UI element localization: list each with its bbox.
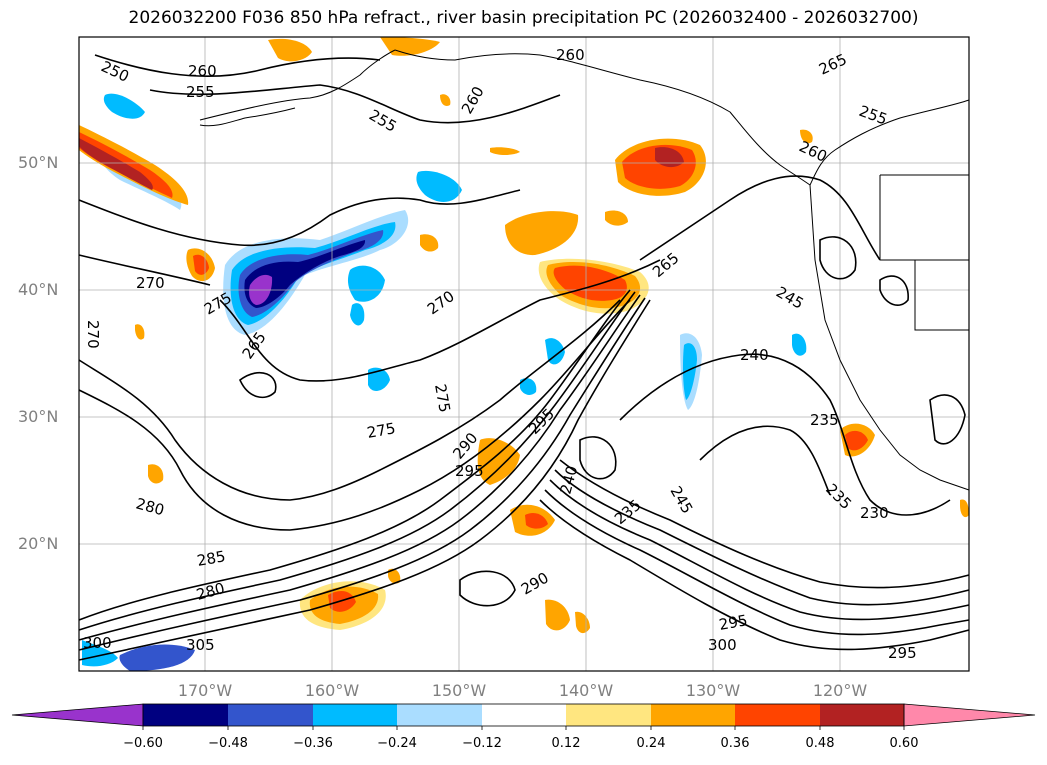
colorbar-bin [820,704,904,726]
lat-label-30: 30°N [18,407,58,426]
lon-label-160w: 160°W [305,681,360,700]
lon-label-150w: 150°W [432,681,487,700]
colorbar-bin [735,704,820,726]
colorbar-extend-left [11,703,144,727]
colorbar: −0.60 −0.48 −0.36 −0.24 −0.12 0.12 0.24 … [11,703,1036,751]
lon-label-140w: 140°W [559,681,614,700]
longitude-labels: 170°W 160°W 150°W 140°W 130°W 120°W [178,681,868,700]
contour-label: 275 [431,383,454,414]
lon-label-130w: 130°W [686,681,741,700]
colorbar-tick: 0.48 [806,736,835,751]
lat-label-20: 20°N [18,534,58,553]
colorbar-tick: −0.60 [123,736,163,751]
contour-label: 235 [810,411,839,429]
latitude-labels: 50°N 40°N 30°N 20°N [18,153,58,553]
contour-label: 300 [83,634,112,652]
contour-label: 270 [84,320,102,349]
lat-label-50: 50°N [18,153,58,172]
colorbar-tick: 0.60 [890,736,919,751]
colorbar-bin [143,704,228,726]
lon-label-120w: 120°W [813,681,868,700]
colorbar-bin [228,704,313,726]
colorbar-extend-right [903,703,1036,727]
contour-label: 285 [196,547,227,570]
colorbar-tick: −0.24 [377,736,417,751]
colorbar-bin [397,704,482,726]
colorbar-bin [313,704,397,726]
colorbar-tick: 0.12 [552,736,581,751]
colorbar-tick: 0.24 [637,736,666,751]
contour-label: 270 [136,274,165,292]
colorbar-bin [482,704,566,726]
contour-label: 255 [186,83,215,101]
contour-label: 300 [708,636,737,654]
lat-label-40: 40°N [18,280,58,299]
colorbar-tick: −0.36 [293,736,333,751]
refractivity-contours [78,54,970,661]
contour-label: 275 [366,419,397,442]
contour-label: 240 [740,346,769,364]
contour-label: 295 [718,611,749,634]
map-area: 250 260 255 260 255 260 265 255 260 270 … [78,36,970,672]
coastlines [199,49,970,491]
contour-label: 260 [188,62,217,80]
contour-label: 260 [556,46,585,64]
colorbar-tick: −0.12 [462,736,502,751]
colorbar-bin [651,704,735,726]
contour-label: 295 [455,462,484,480]
graticule [79,37,969,671]
colorbar-bin [566,704,651,726]
colorbar-tick: −0.48 [208,736,248,751]
colorbar-tick: 0.36 [721,736,750,751]
lon-label-170w: 170°W [178,681,233,700]
contour-label: 230 [860,504,889,522]
contour-label: 305 [186,636,215,654]
map-title: 2026032200 F036 850 hPa refract., river … [128,8,919,28]
contour-label: 295 [888,644,917,662]
